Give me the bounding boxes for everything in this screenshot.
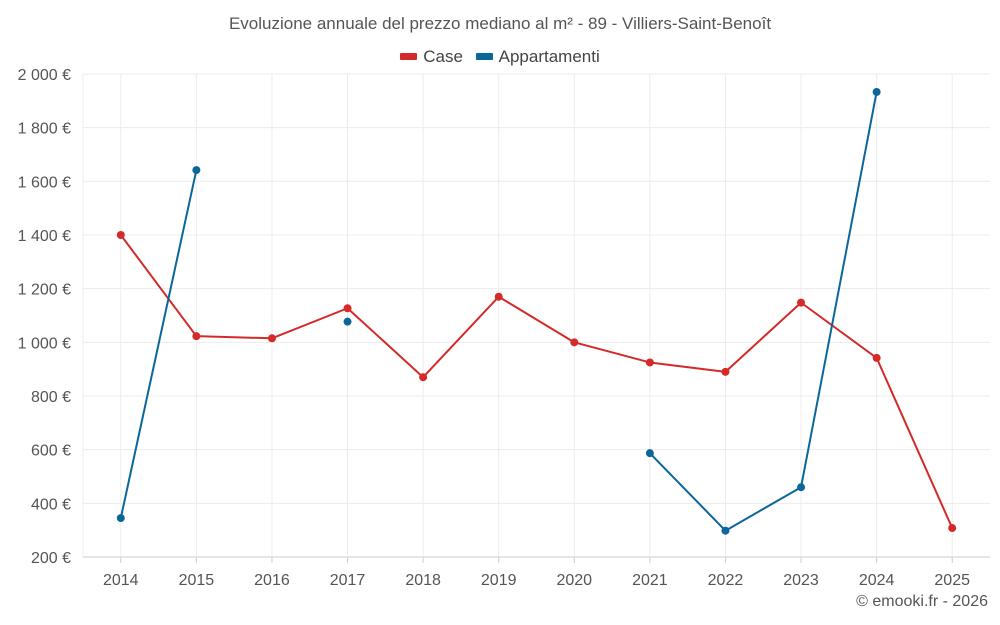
data-point-appartamenti-2021 bbox=[645, 449, 654, 458]
data-point-appartamenti-2014 bbox=[116, 514, 125, 523]
y-tick-label: 1 000 € bbox=[18, 335, 71, 352]
x-tick-label: 2020 bbox=[556, 572, 592, 589]
x-tick-label: 2023 bbox=[783, 572, 819, 589]
legend-swatch-case bbox=[400, 53, 418, 60]
data-point-case-2024 bbox=[872, 353, 881, 362]
y-tick-label: 1 200 € bbox=[18, 282, 71, 299]
data-point-appartamenti-2017 bbox=[343, 317, 352, 326]
data-point-appartamenti-2024 bbox=[872, 87, 881, 96]
chart-title: Evoluzione annuale del prezzo mediano al… bbox=[228, 14, 772, 33]
legend-item-case[interactable]: Case bbox=[400, 47, 463, 67]
credit-text: © emooki.fr - 2026 bbox=[856, 593, 988, 610]
data-point-case-2014 bbox=[116, 231, 125, 239]
data-point-appartamenti-2022 bbox=[721, 526, 730, 535]
x-tick-label: 2016 bbox=[254, 572, 290, 589]
y-tick-label: 400 € bbox=[31, 496, 71, 513]
x-tick-label: 2014 bbox=[103, 572, 139, 589]
legend-item-appartamenti[interactable]: Appartamenti bbox=[475, 46, 600, 67]
y-tick-label: 200 € bbox=[31, 550, 71, 567]
data-point-appartamenti-2023 bbox=[797, 483, 806, 492]
data-point-case-2022 bbox=[721, 367, 730, 376]
y-tick-label: 2 000 € bbox=[18, 67, 71, 84]
legend-swatch-appartamenti bbox=[475, 53, 493, 60]
legend-label-appartamenti: Appartamenti bbox=[498, 46, 600, 66]
data-point-case-2021 bbox=[645, 358, 654, 367]
y-tick-label: 1 600 € bbox=[18, 174, 71, 191]
data-point-case-2023 bbox=[797, 298, 806, 307]
data-point-case-2016 bbox=[267, 334, 276, 343]
series-line-case bbox=[119, 234, 954, 529]
x-tick-label: 2022 bbox=[708, 572, 744, 589]
x-tick-label: 2025 bbox=[934, 572, 970, 589]
series-line-appartamenti bbox=[649, 91, 878, 532]
data-point-case-2018 bbox=[419, 373, 428, 382]
series-line-appartamenti bbox=[119, 169, 198, 519]
data-point-case-2015 bbox=[192, 332, 201, 341]
x-tick-label: 2021 bbox=[632, 572, 668, 589]
x-tick-label: 2018 bbox=[405, 572, 441, 589]
data-point-case-2017 bbox=[343, 304, 352, 313]
x-tick-label: 2019 bbox=[481, 572, 517, 589]
chart-legend: Case Appartamenti bbox=[0, 45, 1000, 67]
x-tick-label: 2017 bbox=[330, 572, 366, 589]
legend-label-case: Case bbox=[423, 46, 463, 66]
y-tick-label: 800 € bbox=[31, 389, 71, 406]
y-tick-label: 1 800 € bbox=[18, 121, 71, 138]
data-point-case-2025 bbox=[948, 524, 957, 533]
y-tick-label: 600 € bbox=[31, 443, 71, 460]
data-point-appartamenti-2015 bbox=[192, 166, 201, 175]
x-tick-label: 2024 bbox=[859, 572, 895, 589]
x-tick-label: 2015 bbox=[179, 572, 215, 589]
data-point-case-2019 bbox=[494, 292, 503, 301]
data-point-case-2020 bbox=[570, 338, 579, 347]
y-tick-label: 1 400 € bbox=[18, 228, 71, 245]
